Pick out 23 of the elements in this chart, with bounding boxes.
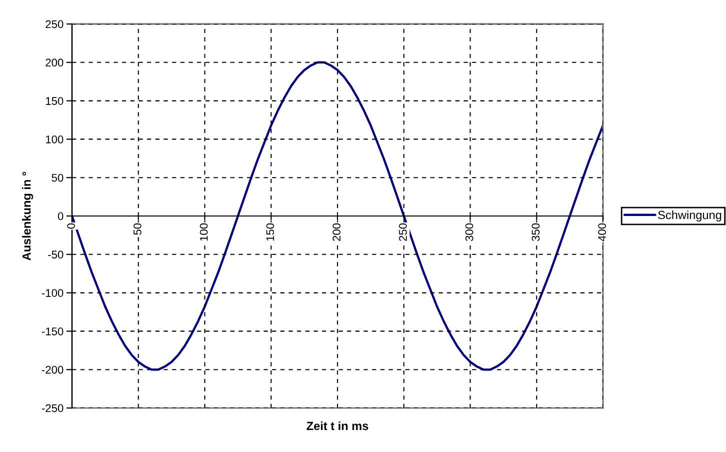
legend-label: Schwingung	[658, 210, 722, 222]
y-tick-label: 0	[58, 212, 64, 220]
x-tick-label: 0	[67, 223, 75, 229]
y-tick-label: -150	[42, 327, 64, 336]
x-tick-label: 350	[532, 223, 540, 242]
x-axis-title: Zeit t in ms	[306, 421, 368, 430]
y-tick-label: 200	[46, 58, 64, 67]
x-tick-label: 400	[598, 223, 606, 242]
y-tick-label: -100	[42, 289, 64, 297]
y-tick-label: 250	[46, 20, 64, 28]
x-tick-label: 150	[266, 223, 274, 241]
y-tick-label: -250	[42, 404, 64, 412]
y-tick-label: -200	[42, 366, 64, 374]
x-tick-label: 200	[332, 223, 340, 241]
y-tick-label: 50	[52, 174, 64, 182]
x-tick-label: 300	[465, 223, 474, 242]
y-tick-label: -50	[48, 250, 64, 259]
y-tick-label: 150	[46, 97, 64, 105]
x-tick-label: 100	[200, 223, 208, 241]
y-tick-label: 100	[46, 135, 64, 144]
x-tick-label: 50	[133, 223, 142, 235]
y-axis-title: Auslenkung in °	[22, 172, 34, 260]
x-tick-label: 250	[398, 223, 407, 241]
